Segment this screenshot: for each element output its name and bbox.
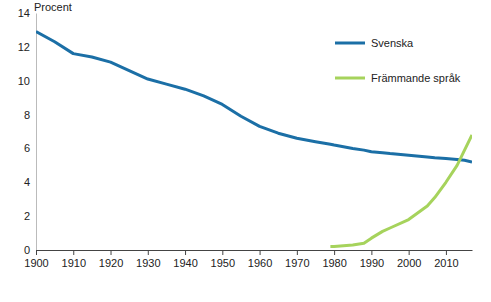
x-tick: 1970 — [285, 250, 309, 269]
y-tick-label: 12 — [18, 41, 30, 53]
y-tick-label: 0 — [24, 244, 30, 256]
x-tick-mark — [334, 250, 335, 255]
x-tick: 1940 — [173, 250, 197, 269]
legend-label: Främmande språk — [371, 72, 461, 84]
y-axis: 0 2 4 6 8 10 12 14 — [18, 7, 37, 256]
chart-container: 0246810121419001910192019301940195019601… — [0, 0, 491, 302]
x-tick: 2000 — [397, 250, 421, 269]
x-tick-mark — [446, 250, 447, 255]
series-line — [330, 135, 472, 247]
x-tick-label: 1990 — [360, 257, 384, 269]
series-line — [36, 32, 472, 162]
x-tick-mark — [371, 250, 372, 255]
y-tick: 8 — [24, 109, 36, 121]
x-tick-mark — [148, 250, 149, 255]
x-tick-mark — [409, 250, 410, 255]
plot: 0246810121419001910192019301940195019601… — [18, 7, 473, 269]
y-tick: 4 — [24, 176, 36, 188]
x-axis: 1900 1910 1920 1930 1940 1950 1960 1970 1980 1990… — [24, 250, 472, 269]
x-tick-label: 2010 — [434, 257, 458, 269]
x-tick-mark — [185, 250, 186, 255]
x-tick-label: 1900 — [24, 257, 48, 269]
x-tick-label: 1970 — [285, 257, 309, 269]
x-tick: 1900 — [24, 250, 48, 269]
x-tick-label: 1950 — [211, 257, 235, 269]
legend-label: Svenska — [371, 37, 414, 49]
x-tick-mark — [36, 250, 37, 255]
x-tick-mark — [260, 250, 261, 255]
x-tick: 1950 — [211, 250, 235, 269]
x-tick: 1960 — [248, 250, 272, 269]
x-tick: 1990 — [360, 250, 384, 269]
y-tick: 2 — [24, 210, 36, 222]
x-tick: 2010 — [434, 250, 458, 269]
y-axis-title: Procent — [34, 1, 72, 13]
x-tick-mark — [73, 250, 74, 255]
x-tick-label: 1930 — [136, 257, 160, 269]
y-tick: 10 — [18, 75, 36, 87]
y-tick-label: 14 — [18, 7, 30, 19]
legend-swatch — [335, 77, 365, 80]
y-tick-label: 4 — [24, 176, 30, 188]
x-tick: 1920 — [99, 250, 123, 269]
y-axis-line — [36, 14, 37, 251]
y-tick-label: 10 — [18, 75, 30, 87]
y-tick-label: 2 — [24, 210, 30, 222]
y-tick: 12 — [18, 41, 36, 53]
series-group — [36, 32, 472, 247]
x-tick-label: 2000 — [397, 257, 421, 269]
x-tick: 1980 — [322, 250, 346, 269]
y-tick-label: 8 — [24, 109, 30, 121]
x-tick-mark — [111, 250, 112, 255]
x-axis-line — [37, 250, 473, 251]
x-tick-label: 1980 — [322, 257, 346, 269]
x-tick-label: 1940 — [173, 257, 197, 269]
x-tick-mark — [222, 250, 223, 255]
x-tick-mark — [297, 250, 298, 255]
legend-swatch — [335, 42, 365, 45]
x-tick: 1910 — [62, 250, 86, 269]
chart-svg: 0246810121419001910192019301940195019601… — [0, 0, 491, 302]
x-tick-label: 1960 — [248, 257, 272, 269]
x-tick: 1930 — [136, 250, 160, 269]
y-tick: 0 — [24, 244, 36, 256]
y-tick: 6 — [24, 142, 36, 154]
legend: Svenska Främmande språk — [335, 37, 461, 84]
x-tick-label: 1910 — [62, 257, 86, 269]
x-tick-label: 1920 — [99, 257, 123, 269]
y-tick-label: 6 — [24, 142, 30, 154]
